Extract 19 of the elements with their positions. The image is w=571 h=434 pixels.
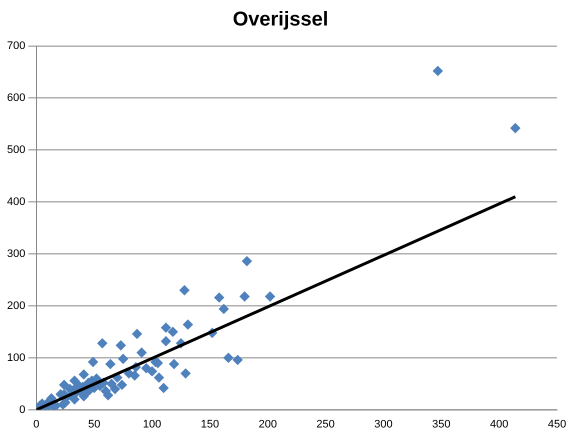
x-tick-label: 100 (142, 418, 162, 430)
y-tick-label: 600 (6, 92, 26, 104)
y-tick-label: 300 (6, 248, 26, 260)
chart-title: Overijssel (232, 8, 328, 31)
x-tick-label: 250 (316, 418, 335, 430)
x-tick-label: 400 (490, 418, 508, 430)
y-tick-label: 400 (6, 196, 26, 208)
y-tick-label: 0 (19, 404, 26, 416)
y-tick-label: 700 (6, 40, 26, 52)
y-tick-label: 100 (6, 352, 26, 364)
x-tick-label: 200 (258, 418, 277, 430)
x-tick-label: 450 (548, 418, 566, 430)
x-tick-label: 150 (200, 418, 220, 430)
y-tick-label: 500 (6, 144, 26, 156)
x-tick-label: 300 (374, 418, 393, 430)
x-tick-label: 0 (33, 418, 40, 430)
x-tick-label: 350 (432, 418, 450, 430)
x-tick-label: 50 (88, 418, 100, 430)
y-tick-label: 200 (6, 300, 26, 312)
